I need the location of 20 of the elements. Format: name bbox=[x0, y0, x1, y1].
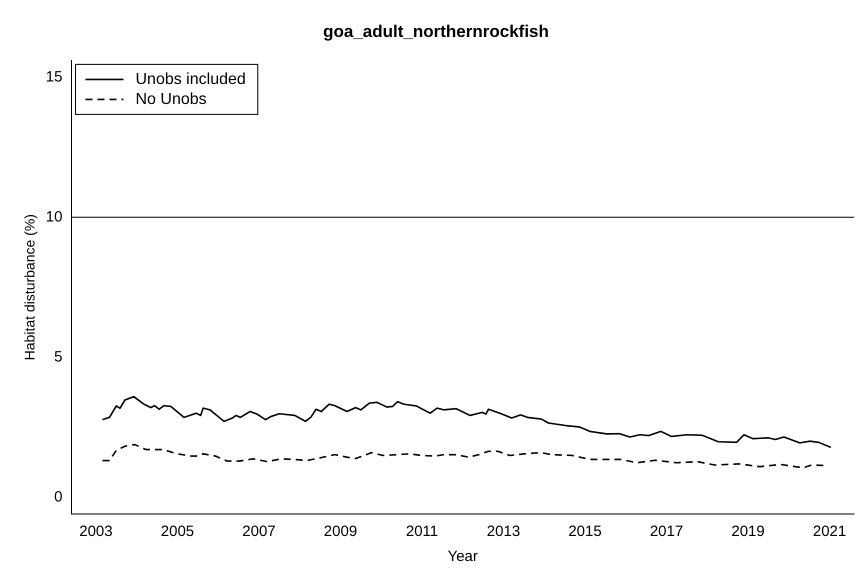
x-tick-label: 2009 bbox=[324, 523, 358, 540]
line-series bbox=[102, 444, 826, 469]
legend-label: Unobs included bbox=[135, 70, 246, 88]
y-tick-label: 15 bbox=[46, 68, 62, 86]
x-tick-label: 2015 bbox=[568, 523, 602, 540]
y-axis-title: Habitat disturbance (%) bbox=[21, 214, 38, 360]
x-tick-label: 2003 bbox=[79, 523, 113, 540]
y-tick-label: 0 bbox=[54, 488, 62, 506]
x-tick-label: 2005 bbox=[160, 523, 194, 540]
x-tick-label: 2017 bbox=[650, 523, 684, 540]
x-axis-title: Year bbox=[448, 548, 478, 566]
x-tick-label: 2007 bbox=[242, 523, 276, 540]
y-tick-label: 5 bbox=[54, 348, 62, 366]
x-tick-label: 2013 bbox=[486, 523, 520, 540]
x-tick-label: 2021 bbox=[812, 523, 846, 540]
x-tick-label: 2011 bbox=[406, 523, 438, 540]
x-tick-label: 2019 bbox=[731, 523, 765, 540]
chart-title: goa_adult_northernrockfish bbox=[323, 22, 549, 41]
y-tick-label: 10 bbox=[46, 208, 62, 226]
legend-label: No Unobs bbox=[135, 90, 207, 108]
